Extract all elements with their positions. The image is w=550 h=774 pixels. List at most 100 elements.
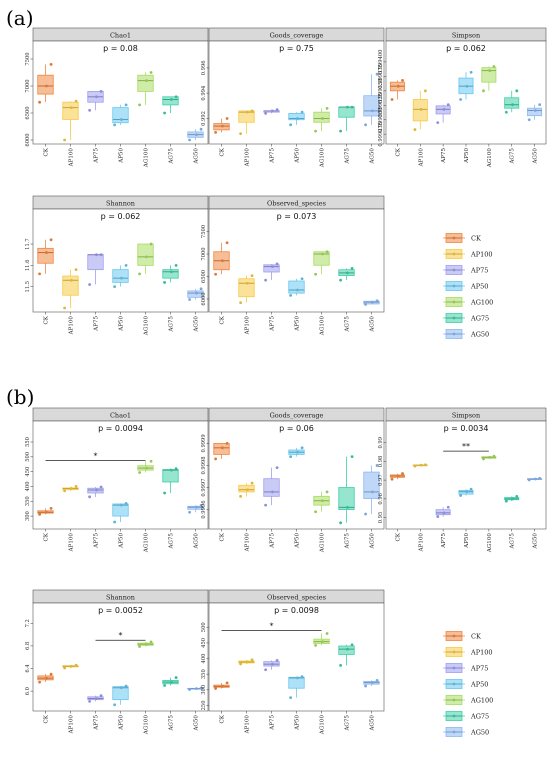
x-tick-label: AP100	[69, 715, 75, 735]
sample-point	[63, 489, 67, 493]
x-tick-label: AP75	[270, 148, 276, 164]
x-tick-label: AG100	[144, 715, 150, 736]
facet-title: Chao1	[110, 412, 131, 420]
p-value-label: p = 0.0094	[98, 424, 143, 433]
sample-point	[38, 272, 42, 276]
sample-point	[74, 663, 78, 667]
sample-point	[442, 107, 446, 111]
sample-point	[271, 490, 274, 494]
sample-point	[170, 468, 173, 472]
x-tick-label: AG50	[194, 533, 200, 550]
legend-swatch-point	[452, 682, 456, 686]
x-tick-label: AG100	[144, 316, 150, 337]
y-tick-label: 0.999400	[378, 50, 384, 75]
x-tick-label: AG75	[345, 148, 351, 165]
sample-point	[396, 84, 400, 88]
x-tick-label: AP75	[270, 533, 276, 549]
box-ap100: AP100	[62, 99, 79, 168]
y-tick-label: 500	[201, 622, 207, 632]
y-tick-label: 7500	[201, 225, 207, 238]
sample-point	[145, 642, 148, 646]
sample-point	[163, 111, 167, 115]
sample-point	[401, 79, 404, 82]
sample-point	[239, 494, 243, 498]
legend-label: CK	[471, 633, 481, 641]
sample-point	[527, 478, 531, 482]
sample-point	[482, 89, 485, 93]
y-tick-label: 0.999300	[378, 107, 384, 132]
x-tick-label: AG75	[345, 533, 351, 550]
x-tick-label: AP50	[119, 533, 125, 549]
x-tick-label: CK	[44, 315, 50, 324]
sample-point	[271, 109, 274, 113]
box-body	[187, 290, 204, 298]
legend-key-ap75: AP75	[443, 265, 488, 275]
box-ap50: AP50	[288, 277, 305, 332]
y-tick-label: 7000	[25, 79, 31, 92]
p-value-label: p = 0.75	[279, 44, 314, 53]
sample-point	[538, 103, 542, 107]
x-tick-label: AP100	[245, 715, 251, 735]
y-tick-label: 0.9998	[201, 456, 207, 474]
sample-point	[246, 281, 249, 285]
box-ag50: AG50	[527, 476, 543, 550]
sample-point	[264, 278, 268, 282]
box-body	[263, 478, 280, 497]
sample-point	[296, 450, 299, 454]
panel-b-shannon: Shannon p = 0.0052 6.0 6.4 6.8 7.2 CK AP100 AP75…	[25, 589, 209, 736]
sample-point	[296, 676, 299, 680]
sample-point	[419, 463, 423, 467]
box-ag50: AG50	[527, 103, 543, 165]
sample-point	[88, 495, 92, 499]
legend-label: AG50	[470, 729, 489, 737]
sample-point	[195, 133, 198, 137]
sample-point	[88, 699, 92, 703]
x-tick-label: CK	[44, 147, 50, 156]
x-tick-label: AP75	[270, 316, 276, 332]
sample-point	[413, 128, 417, 131]
y-tick-label: 7000	[201, 247, 207, 260]
x-tick-label: AP75	[441, 533, 447, 549]
legend-label: AP50	[470, 283, 488, 291]
legend-swatch-point	[452, 634, 456, 638]
y-tick-label: 0.9999	[201, 434, 207, 452]
sample-point	[271, 662, 274, 666]
legend-swatch-point	[452, 300, 456, 304]
sample-point	[325, 250, 329, 254]
sample-point	[49, 238, 53, 242]
x-tick-label: AG100	[320, 148, 326, 169]
legend-key-ag75: AG75	[443, 711, 489, 721]
x-tick-label: CK	[44, 532, 50, 541]
box-ap50: AP50	[288, 675, 305, 731]
box-body	[338, 106, 355, 118]
y-tick-label: 0.999375	[378, 64, 384, 89]
box-ap50: AP50	[112, 684, 129, 731]
sample-point	[38, 512, 42, 516]
legend-key-ap100: AP100	[443, 647, 492, 657]
y-tick-label: 6500	[201, 270, 207, 283]
sample-point	[446, 505, 450, 509]
x-tick-label: AP100	[245, 316, 251, 336]
sample-point	[504, 110, 508, 114]
x-tick-label: AP100	[69, 148, 75, 168]
sample-point	[534, 477, 537, 481]
sample-point	[511, 103, 514, 107]
sample-point	[221, 446, 224, 450]
x-tick-label: AG100	[144, 148, 150, 169]
p-value-label: p = 0.0034	[444, 424, 489, 433]
plot-area	[385, 420, 547, 530]
sample-point	[214, 272, 218, 276]
sample-point	[459, 494, 463, 497]
sample-point	[264, 503, 268, 507]
x-tick-label: AG75	[169, 715, 175, 732]
sample-point	[174, 467, 178, 471]
box-ag75: AG75	[504, 89, 520, 165]
sample-point	[375, 679, 379, 682]
x-tick-label: AG50	[194, 715, 200, 732]
sample-point	[174, 676, 178, 679]
sample-point	[221, 259, 224, 263]
x-tick-label: AG50	[370, 533, 376, 550]
sample-point	[199, 504, 203, 507]
